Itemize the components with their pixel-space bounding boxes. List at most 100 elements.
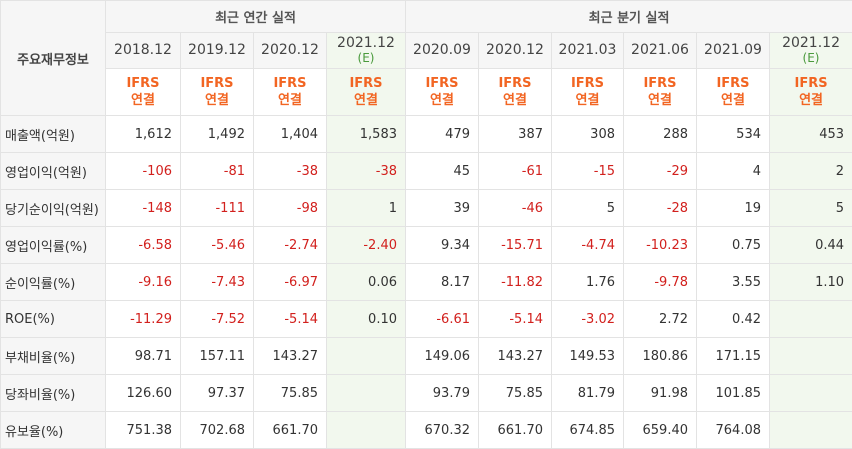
period-header: 2020.09 [406,33,479,69]
table-cell: 2 [770,153,852,190]
table-cell: -9.16 [106,264,181,301]
table-cell: 39 [406,190,479,227]
ifrs-label: IFRS [425,76,458,91]
table-cell: 2.72 [624,301,697,338]
table-cell: -29 [624,153,697,190]
table-cell: 661.70 [479,412,552,449]
period-label: 2021.06 [631,42,689,58]
table-cell: 81.79 [552,375,624,412]
period-header: 2021.06 [624,33,697,69]
ifrs-label: IFRS [571,76,604,91]
table-cell: 3.55 [697,264,770,301]
accounting-standard: IFRS 연결 [552,69,624,116]
row-label: 영업이익률(%) [1,227,106,264]
table-cell: 171.15 [697,338,770,375]
table-cell: -11.82 [479,264,552,301]
table-cell: -38 [327,153,406,190]
ifrs-label: IFRS [273,76,306,91]
table-cell: 1.76 [552,264,624,301]
table-cell: 149.06 [406,338,479,375]
table-cell: 288 [624,116,697,153]
table-cell: -98 [254,190,327,227]
table-cell: 19 [697,190,770,227]
ifrs-label: IFRS [794,76,827,91]
period-header: 2021.09 [697,33,770,69]
table-cell [327,375,406,412]
table-cell: 180.86 [624,338,697,375]
table-cell: 75.85 [479,375,552,412]
table-cell: -106 [106,153,181,190]
table-cell: 9.34 [406,227,479,264]
period-label: 2018.12 [114,42,172,58]
table-cell: -10.23 [624,227,697,264]
table-cell: -46 [479,190,552,227]
table-cell [327,338,406,375]
table-cell: -15 [552,153,624,190]
ifrs-label: IFRS [498,76,531,91]
table-cell: -6.61 [406,301,479,338]
table-cell: 1,612 [106,116,181,153]
table-cell: 149.53 [552,338,624,375]
table-cell: -11.29 [106,301,181,338]
table-cell: -15.71 [479,227,552,264]
accounting-standard: IFRS 연결 [697,69,770,116]
period-label: 2021.09 [704,42,762,58]
table-cell: 98.71 [106,338,181,375]
table-cell: -7.52 [181,301,254,338]
table-cell: 1 [327,190,406,227]
corner-label: 주요재무정보 [1,1,106,116]
table-cell [770,301,852,338]
table-cell: 387 [479,116,552,153]
table-cell: -5.14 [254,301,327,338]
table-cell: -4.74 [552,227,624,264]
accounting-standard: IFRS 연결 [406,69,479,116]
consolidated-label: 연결 [576,93,600,108]
table-cell: -3.02 [552,301,624,338]
period-header: 2021.12(E) [327,33,406,69]
period-label: 2020.12 [261,42,319,58]
table-cell: -38 [254,153,327,190]
table-cell: -5.46 [181,227,254,264]
consolidated-label: 연결 [430,93,454,108]
period-label: 2021.12 [782,35,840,51]
table-cell: -148 [106,190,181,227]
table-cell: 93.79 [406,375,479,412]
ifrs-label: IFRS [716,76,749,91]
table-cell: 1.10 [770,264,852,301]
row-label: 당기순이익(억원) [1,190,106,227]
ifrs-label: IFRS [126,76,159,91]
annual-results-header: 최근 연간 실적 [106,1,406,33]
row-label: ROE(%) [1,301,106,338]
consolidated-label: 연결 [721,93,745,108]
table-cell: -61 [479,153,552,190]
table-cell: 661.70 [254,412,327,449]
table-cell: 0.44 [770,227,852,264]
table-cell: 0.06 [327,264,406,301]
table-cell: 8.17 [406,264,479,301]
table-cell: 101.85 [697,375,770,412]
table-cell: 45 [406,153,479,190]
consolidated-label: 연결 [503,93,527,108]
estimate-tag: (E) [358,51,375,65]
table-cell: 1,583 [327,116,406,153]
row-label: 매출액(억원) [1,116,106,153]
table-cell: 702.68 [181,412,254,449]
period-label: 2019.12 [188,42,246,58]
period-header: 2021.03 [552,33,624,69]
table-cell: 126.60 [106,375,181,412]
row-label: 유보율(%) [1,412,106,449]
table-cell: 1,492 [181,116,254,153]
period-header: 2018.12 [106,33,181,69]
table-cell: 764.08 [697,412,770,449]
period-header: 2020.12 [254,33,327,69]
row-label: 부채비율(%) [1,338,106,375]
